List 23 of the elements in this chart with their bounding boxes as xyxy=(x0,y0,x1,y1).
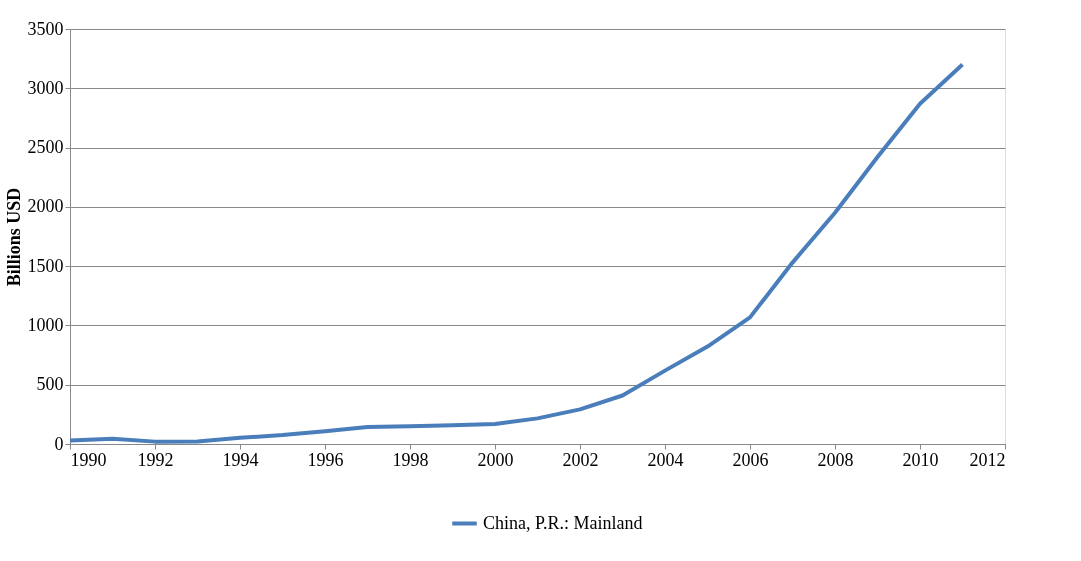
x-tick-label: 1992 xyxy=(137,449,174,470)
x-tick-label: 1996 xyxy=(307,449,344,470)
line-series xyxy=(68,62,965,444)
y-tick-label: 0 xyxy=(54,433,64,454)
x-tick-label: 1994 xyxy=(222,449,259,470)
x-tick-label: 1998 xyxy=(392,449,429,470)
y-tick-label: 1000 xyxy=(27,314,64,335)
x-tick-label: 2008 xyxy=(817,449,854,470)
y-tick-label: 2500 xyxy=(27,137,64,158)
y-tick-label: 3500 xyxy=(27,18,64,39)
x-tick-label: 2010 xyxy=(902,449,939,470)
legend-label: China, P.R.: Mainland xyxy=(483,512,643,533)
x-tick-label: 2000 xyxy=(477,449,514,470)
x-tick-label: 1990 xyxy=(70,449,107,470)
y-tick-label: 2000 xyxy=(27,196,64,217)
x-tick-label: 2004 xyxy=(647,449,684,470)
x-tick-label: 2002 xyxy=(562,449,599,470)
y-tick-label: 500 xyxy=(36,374,64,395)
x-tick-label: 2012 xyxy=(969,449,1006,470)
y-tick-label: 1500 xyxy=(27,255,64,276)
y-axis-title: Billions USD xyxy=(3,187,24,287)
y-tick-label: 3000 xyxy=(27,77,64,98)
x-tick-label: 2006 xyxy=(732,449,769,470)
